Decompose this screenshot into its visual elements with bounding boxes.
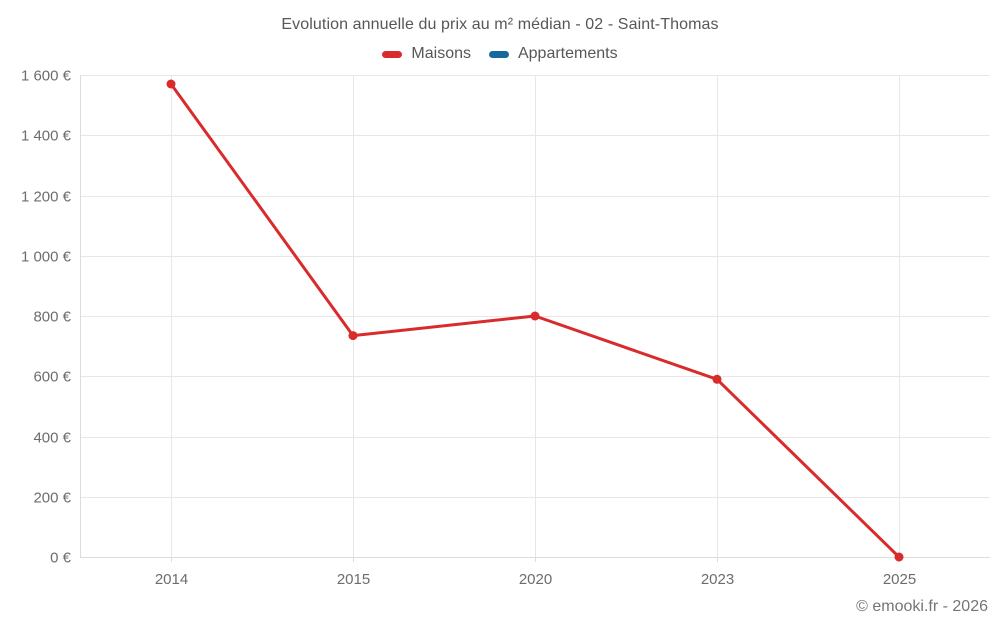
data-point-maisons[interactable]: [348, 331, 358, 341]
data-point-maisons[interactable]: [166, 79, 176, 89]
legend-label-appartements: Appartements: [517, 45, 618, 62]
legend-item-appartements[interactable]: Appartements: [488, 45, 618, 63]
data-point-maisons[interactable]: [894, 552, 904, 562]
y-axis-tick-label: 400 €: [33, 430, 71, 447]
y-axis-tick-label: 800 €: [33, 309, 71, 326]
chart-title: Evolution annuelle du prix au m² médian …: [281, 16, 719, 33]
x-axis-tick-label: 2020: [519, 571, 552, 588]
appartements-series-swatch-icon: [488, 50, 509, 58]
x-axis-tick-label: 2025: [883, 571, 916, 588]
x-axis-tick-label: 2014: [155, 571, 188, 588]
data-point-maisons[interactable]: [530, 311, 540, 321]
y-axis-tick-label: 200 €: [33, 490, 71, 507]
legend-item-maisons[interactable]: Maisons: [382, 45, 471, 63]
data-point-maisons[interactable]: [712, 374, 722, 384]
y-axis-tick-label: 0 €: [50, 550, 72, 567]
y-axis-tick-label: 1 200 €: [21, 189, 72, 206]
y-axis-tick-label: 1 600 €: [21, 68, 72, 85]
y-axis-tick-label: 600 €: [33, 369, 71, 386]
copyright-watermark: © emooki.fr - 2026: [856, 598, 988, 615]
legend-label-maisons: Maisons: [411, 45, 471, 62]
maisons-series-swatch-icon: [382, 50, 403, 58]
y-axis-tick-label: 1 000 €: [21, 249, 72, 266]
x-axis-tick-label: 2015: [337, 571, 370, 588]
y-axis-tick-label: 1 400 €: [21, 128, 72, 145]
chart-legend: Maisons Appartements: [0, 45, 1000, 63]
x-axis-tick-label: 2023: [701, 571, 734, 588]
